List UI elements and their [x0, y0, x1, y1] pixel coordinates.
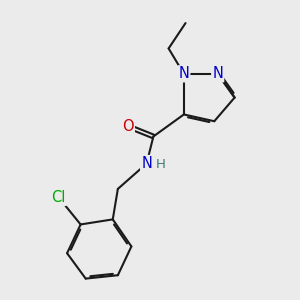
- Text: N: N: [178, 66, 189, 81]
- Text: H: H: [156, 158, 166, 171]
- Text: N: N: [212, 66, 223, 81]
- Text: O: O: [122, 119, 134, 134]
- Text: Cl: Cl: [51, 190, 66, 205]
- Text: N: N: [141, 156, 152, 171]
